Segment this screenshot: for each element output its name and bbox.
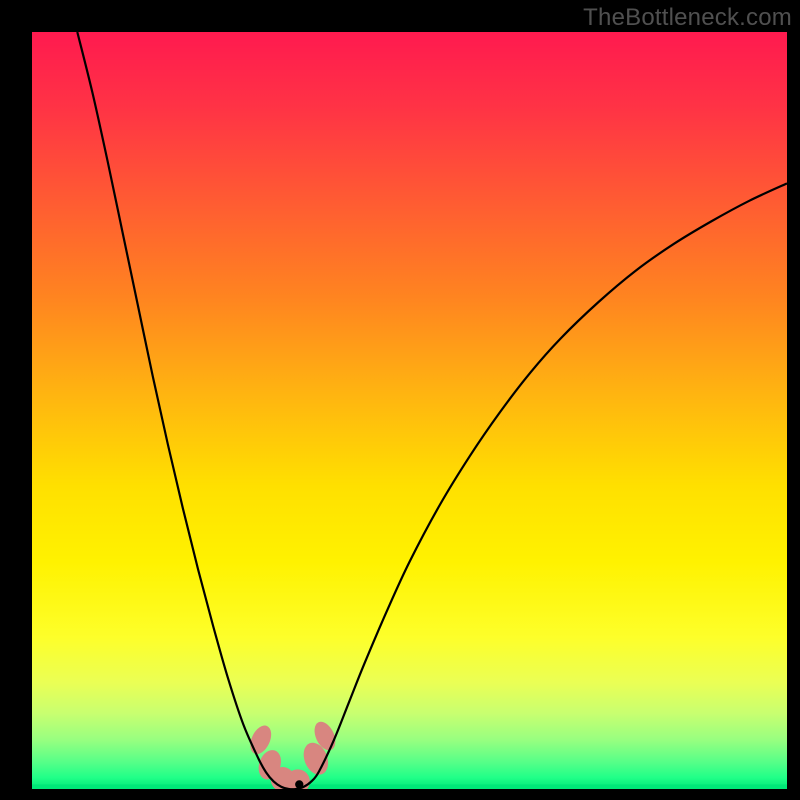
chart-background xyxy=(32,32,787,789)
watermark-text: TheBottleneck.com xyxy=(583,4,792,32)
bottom-green-band xyxy=(32,784,787,789)
bottleneck-curve-chart xyxy=(32,32,787,789)
chart-root: TheBottleneck.com xyxy=(0,0,800,800)
curve-minimum-marker xyxy=(295,780,303,788)
